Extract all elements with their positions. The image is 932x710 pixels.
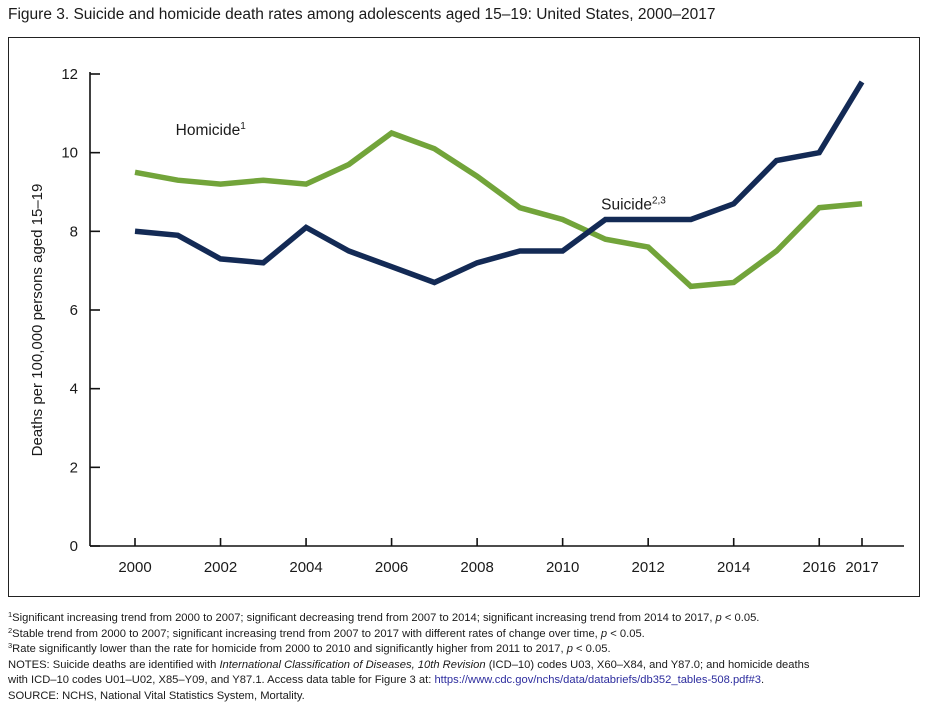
x-tick-label-2012: 2012 [631,559,664,576]
notes-text-c: with ICD–10 codes U01–U02, X85–Y09, and … [8,674,435,687]
notes-text-a: NOTES: Suicide deaths are identified wit… [8,658,220,671]
footnote-2: 2Stable trend from 2000 to 2007; signifi… [8,625,928,643]
footnote-2-tail: < 0.05. [607,627,645,640]
homicide-line [134,129,863,290]
x-tick-label-2006: 2006 [375,559,408,576]
y-tick-label-8: 8 [70,223,78,240]
data-table-link[interactable]: https://www.cdc.gov/nchs/data/databriefs… [434,674,761,687]
footnote-3-p: p [566,643,573,656]
series-labels: Homicide1 Suicide2,3 [176,121,667,214]
footnote-2-text: Stable trend from 2000 to 2007; signific… [12,627,601,640]
footnote-2-p: p [600,627,608,640]
y-axis: 0 2 4 6 8 10 12 [61,66,100,555]
x-axis: 2000 2002 2004 2006 2008 2010 2012 2014 2016 2017 [90,538,904,576]
suicide-line [134,80,865,286]
x-tick-label-2010: 2010 [546,559,579,576]
x-tick-label-2004: 2004 [289,559,322,576]
x-tick-label-2016: 2016 [803,559,836,576]
figure-title: Figure 3. Suicide and homicide death rat… [8,6,716,23]
notes-icd-title: International Classification of Diseases… [219,658,486,671]
footnote-3: 3Rate significantly lower than the rate … [8,642,928,658]
footnote-1-p: p [715,612,722,624]
y-axis-label: Deaths per 100,000 persons aged 15–19 [29,184,46,457]
x-tick-label-2002: 2002 [204,559,237,576]
footnote-3-marker: 3 [8,641,13,651]
source-line: SOURCE: NCHS, National Vital Statistics … [8,689,305,702]
notes-line-1: NOTES: Suicide deaths are identified wit… [8,658,928,674]
y-tick-label-10: 10 [61,145,78,162]
homicide-label-superscript: 1 [240,121,246,132]
x-tick-label-2008: 2008 [460,559,493,576]
footnote-1: 1Significant increasing trend from 2000 … [8,611,928,627]
x-tick-label-2000: 2000 [118,559,151,576]
y-tick-label-2: 2 [70,459,78,476]
footnote-1-text: Significant increasing trend from 2000 t… [12,612,716,624]
footnote-3-tail: < 0.05. [572,643,611,656]
homicide-label: Homicide1 [176,121,247,139]
footnote-3-text: Rate significantly lower than the rate f… [12,643,567,656]
notes-line-2: with ICD–10 codes U01–U02, X85–Y09, and … [8,673,928,689]
footnotes: 1Significant increasing trend from 2000 … [8,611,928,705]
suicide-label-superscript: 2,3 [652,196,666,207]
series-lines [134,80,865,290]
y-tick-label-12: 12 [61,66,78,83]
x-tick-label-2017: 2017 [845,559,878,576]
y-tick-label-6: 6 [70,302,78,319]
link-tail: . [760,674,765,687]
suicide-label: Suicide2,3 [601,196,666,214]
notes-text-b: (ICD–10) codes U03, X60–X84, and Y87.0; … [485,658,810,671]
y-tick-label-0: 0 [70,538,78,555]
footnote-1-marker: 1 [8,610,13,619]
chart-frame: 0 2 4 6 8 10 12 2000 2002 2004 2006 2008 2010 2012 20… [8,37,920,597]
footnote-2-marker: 2 [8,625,13,635]
footnote-1-tail: < 0.05. [721,612,760,624]
y-tick-label-4: 4 [70,381,78,398]
x-tick-label-2014: 2014 [717,559,750,576]
